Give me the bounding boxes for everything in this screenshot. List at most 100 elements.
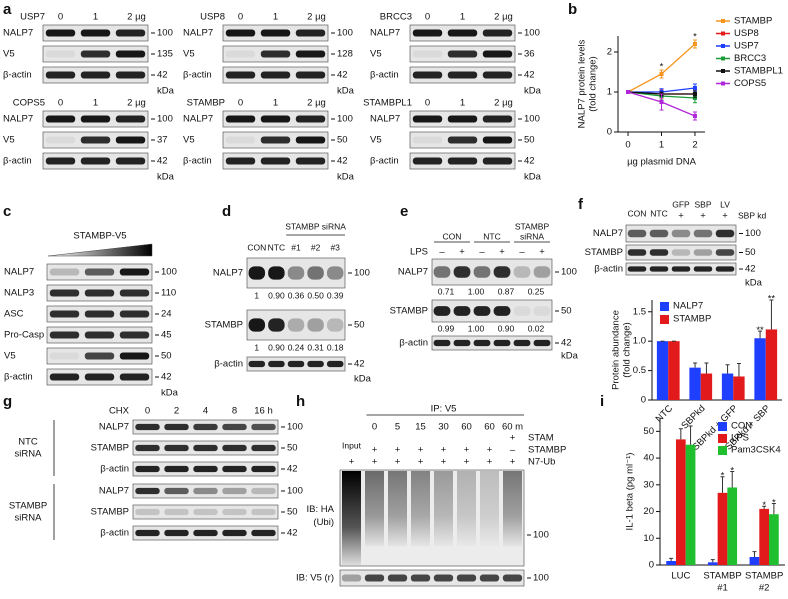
quant-label: 1 (254, 342, 259, 352)
lane-label: #1 (291, 242, 301, 252)
band (80, 50, 111, 58)
marker-label: 45 (161, 330, 172, 341)
sign-label: – (519, 247, 525, 258)
blot (431, 299, 553, 323)
error-bar (762, 505, 767, 509)
band (251, 465, 276, 473)
band (84, 289, 115, 297)
dose-label: 0 (425, 98, 430, 109)
quant-label: 0.71 (438, 286, 455, 296)
quant-label: 1 (254, 290, 259, 300)
sign-label: – (439, 247, 445, 258)
band (473, 266, 491, 278)
band (45, 115, 76, 123)
band (49, 331, 80, 339)
smear (388, 471, 407, 547)
band (84, 352, 115, 360)
marker-label: 100 (337, 114, 353, 125)
band (715, 249, 735, 256)
quant-label: 0.90 (498, 323, 515, 333)
point (692, 86, 697, 90)
band (248, 360, 266, 368)
legend-label: USP8 (734, 28, 759, 39)
band (80, 136, 111, 144)
group-label: STAMBP (9, 501, 47, 512)
band (45, 50, 76, 58)
dose-label: 1 (93, 98, 98, 109)
time-label: 60 (461, 422, 472, 433)
legend-marker (721, 44, 725, 48)
legend-label: USP7 (734, 41, 759, 52)
marker-label: 42 (524, 70, 535, 81)
dose-label: 1 (273, 12, 278, 23)
dose-label: 1 (93, 12, 98, 23)
x-tick-label: 0 (625, 140, 630, 151)
row-label: NALP7 (3, 28, 33, 39)
row-label: STAMBP (91, 507, 129, 518)
legend-swatch (660, 315, 669, 324)
error-bar (693, 362, 698, 368)
bar (759, 508, 770, 565)
band (115, 71, 146, 79)
group-label: STAMBP (515, 221, 550, 231)
lane-label: LV (720, 199, 730, 209)
quant-label: 1.00 (468, 323, 485, 333)
marker-label: 100 (524, 114, 540, 125)
band (45, 29, 76, 37)
marker-label: 100 (161, 267, 177, 278)
error-bar (752, 551, 757, 557)
annotation: * (721, 471, 725, 482)
sign-label: + (395, 445, 401, 456)
condition-label: STAM (528, 433, 554, 444)
band (115, 136, 146, 144)
row-label: NALP3 (4, 288, 34, 299)
group-label: NTC (18, 437, 38, 448)
band (649, 266, 669, 272)
band (433, 266, 451, 278)
band (341, 574, 362, 582)
band (453, 266, 471, 278)
blot-title: COPS5 (13, 98, 45, 109)
point (692, 96, 697, 100)
lane-label: #3 (330, 242, 340, 252)
band (482, 115, 513, 123)
panel-letter: i (600, 393, 604, 410)
band (326, 360, 344, 368)
dose-label: 2 µg (127, 98, 146, 109)
group-label: siRNA (15, 449, 43, 460)
band (307, 360, 324, 368)
marker-label: 50 (161, 351, 172, 362)
smear (365, 471, 384, 547)
row-label: V5 (370, 49, 382, 60)
row-label: NALP7 (3, 114, 33, 125)
blot (431, 335, 553, 351)
band (222, 487, 247, 495)
dose-label: 0 (58, 98, 63, 109)
marker-label: 128 (337, 49, 353, 60)
bar (721, 373, 734, 400)
smear (434, 471, 453, 547)
band (533, 266, 551, 278)
panel-letter: g (3, 393, 12, 410)
legend-label: COPS5 (734, 78, 766, 89)
legend-label: STAMBP (734, 16, 772, 27)
band (80, 157, 111, 165)
band (482, 157, 513, 165)
x-tick-label: 2 (692, 140, 697, 151)
panel-letter: f (578, 196, 584, 213)
blot-title: STAMBP-V5 (73, 231, 126, 242)
legend-marker (721, 19, 725, 23)
knockdown-label: SBP kd (738, 210, 766, 220)
sign-label: + (395, 457, 401, 468)
legend-marker (721, 31, 725, 36)
band (447, 50, 478, 58)
bar (700, 373, 713, 400)
dose-label: 0 (58, 12, 63, 23)
y-tick-label: 20 (643, 506, 654, 517)
band (493, 266, 511, 278)
quant-label: 0.90 (268, 342, 285, 352)
row-label: STAMBP (390, 306, 428, 317)
band (222, 508, 247, 516)
marker-label: 42 (157, 70, 168, 81)
band (222, 423, 247, 431)
